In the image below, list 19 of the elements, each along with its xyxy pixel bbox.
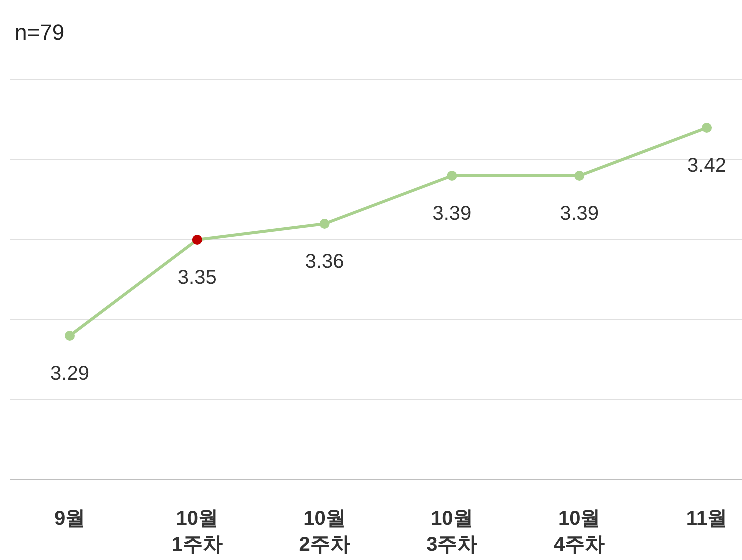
data-label: 3.39	[432, 203, 472, 225]
x-tick-label: 11월	[686, 508, 728, 530]
point	[447, 171, 458, 181]
point	[65, 331, 75, 341]
data-label: 3.35	[178, 267, 217, 289]
x-tick-label: 9월	[54, 508, 86, 530]
data-label: 3.42	[688, 155, 726, 177]
x-tick-label: 10월 4주차	[554, 508, 606, 556]
x-tick-label: 10월 1주차	[172, 508, 223, 556]
data-label: 3.29	[50, 363, 90, 385]
point	[702, 123, 712, 133]
data-label: 3.36	[305, 251, 344, 273]
x-tick-label: 10월 3주차	[426, 508, 478, 556]
point	[192, 235, 202, 245]
point	[320, 219, 330, 229]
point	[574, 171, 585, 181]
x-tick-label: 10월 2주차	[299, 508, 350, 556]
chart-title: n=79	[15, 20, 65, 45]
data-label: 3.39	[560, 203, 600, 225]
